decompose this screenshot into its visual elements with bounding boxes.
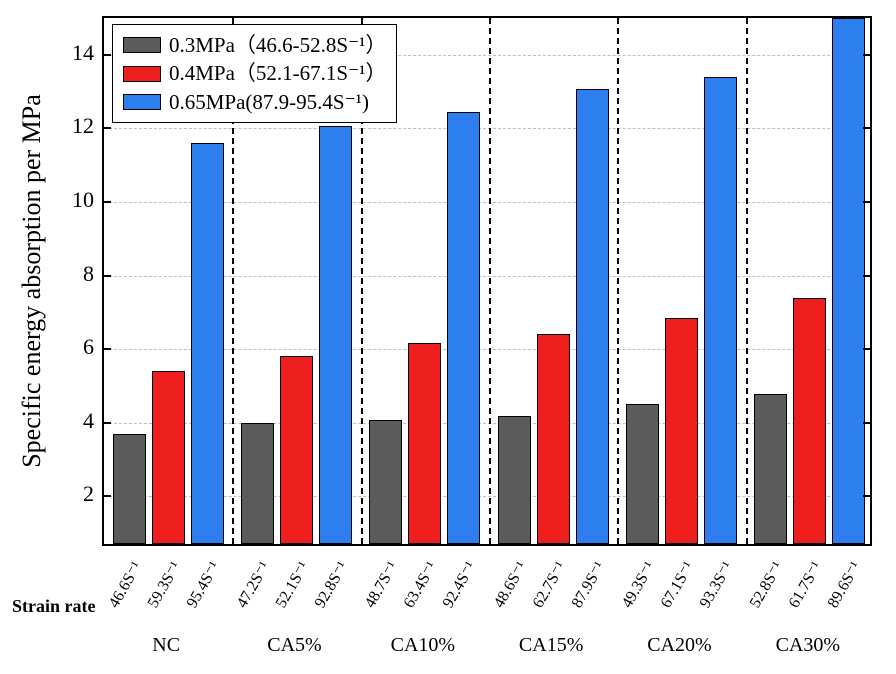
y-axis-title: Specific energy absorption per MPa [17, 94, 47, 468]
x-bar-label: 49.3S⁻¹ [617, 558, 659, 611]
y-tick-label: 8 [66, 261, 94, 287]
legend-swatch [123, 37, 161, 53]
bar [665, 318, 698, 544]
x-bar-label: 63.4S⁻¹ [399, 558, 441, 611]
x-bar-label: 61.7S⁻¹ [784, 558, 826, 611]
legend-label: 0.65MPa(87.9-95.4S⁻¹) [169, 88, 369, 116]
x-bar-label: 92.8S⁻¹ [310, 558, 352, 611]
bar [704, 77, 737, 544]
y-tick-mark [863, 422, 870, 424]
y-tick-mark [863, 495, 870, 497]
bar [319, 126, 352, 544]
x-bar-label: 62.7S⁻¹ [528, 558, 570, 611]
legend-label: 0.3MPa（46.6-52.8S⁻¹） [169, 31, 386, 59]
bar [152, 371, 185, 544]
group-divider [746, 18, 748, 544]
y-tick-mark [104, 275, 111, 277]
y-tick-label: 14 [66, 40, 94, 66]
chart-container: Specific energy absorption per MPa 2 4 6 8 1… [0, 0, 896, 674]
bar [498, 416, 531, 544]
bar [369, 420, 402, 544]
y-tick-mark [863, 275, 870, 277]
x-bar-label: 95.4S⁻¹ [182, 558, 224, 611]
bar [754, 394, 787, 544]
y-tick-mark [104, 348, 111, 350]
bar [793, 298, 826, 544]
group-divider [617, 18, 619, 544]
x-bar-label: 59.3S⁻¹ [143, 558, 185, 611]
y-tick-mark [104, 422, 111, 424]
bar [113, 434, 146, 544]
bar [280, 356, 313, 544]
x-group-label: CA15% [519, 634, 583, 657]
gridline [104, 128, 870, 129]
x-group-label: NC [152, 634, 180, 657]
legend-item: 0.4MPa（52.1-67.1S⁻¹） [123, 59, 386, 87]
legend-swatch [123, 94, 161, 110]
legend-label: 0.4MPa（52.1-67.1S⁻¹） [169, 59, 386, 87]
legend-item: 0.65MPa(87.9-95.4S⁻¹) [123, 88, 386, 116]
plot-area: 0.3MPa（46.6-52.8S⁻¹）0.4MPa（52.1-67.1S⁻¹）… [102, 16, 872, 546]
x-group-label: CA10% [391, 634, 455, 657]
y-tick-label: 4 [66, 408, 94, 434]
x-bar-label: 89.6S⁻¹ [823, 558, 865, 611]
x-bar-label: 87.9S⁻¹ [567, 558, 609, 611]
bar [191, 143, 224, 544]
y-tick-label: 10 [66, 187, 94, 213]
legend-item: 0.3MPa（46.6-52.8S⁻¹） [123, 31, 386, 59]
x-group-label: CA5% [267, 634, 321, 657]
y-tick-mark [863, 201, 870, 203]
x-bar-label: 48.7S⁻¹ [360, 558, 402, 611]
bar [408, 343, 441, 544]
bar [241, 423, 274, 544]
x-bar-label: 47.2S⁻¹ [232, 558, 274, 611]
bar [832, 18, 865, 544]
y-tick-label: 2 [66, 481, 94, 507]
y-tick-mark [863, 348, 870, 350]
x-group-label: CA20% [647, 634, 711, 657]
strain-rate-label: Strain rate [12, 596, 95, 617]
x-bar-label: 92.4S⁻¹ [438, 558, 480, 611]
y-tick-label: 12 [66, 113, 94, 139]
x-bar-label: 67.1S⁻¹ [656, 558, 698, 611]
y-tick-mark [104, 54, 111, 56]
y-tick-mark [104, 201, 111, 203]
group-divider [489, 18, 491, 544]
bar [447, 112, 480, 544]
y-tick-mark [863, 54, 870, 56]
y-tick-label: 6 [66, 334, 94, 360]
bar [626, 404, 659, 544]
y-tick-mark [863, 127, 870, 129]
x-bar-label: 48.6S⁻¹ [489, 558, 531, 611]
legend: 0.3MPa（46.6-52.8S⁻¹）0.4MPa（52.1-67.1S⁻¹）… [112, 24, 397, 123]
x-bar-label: 52.1S⁻¹ [271, 558, 313, 611]
bar [537, 334, 570, 544]
y-tick-mark [104, 495, 111, 497]
legend-swatch [123, 66, 161, 82]
x-bar-label: 46.6S⁻¹ [104, 558, 146, 611]
x-group-label: CA30% [776, 634, 840, 657]
x-bar-label: 93.3S⁻¹ [695, 558, 737, 611]
bar [576, 89, 609, 544]
y-tick-mark [104, 127, 111, 129]
x-bar-label: 52.8S⁻¹ [745, 558, 787, 611]
